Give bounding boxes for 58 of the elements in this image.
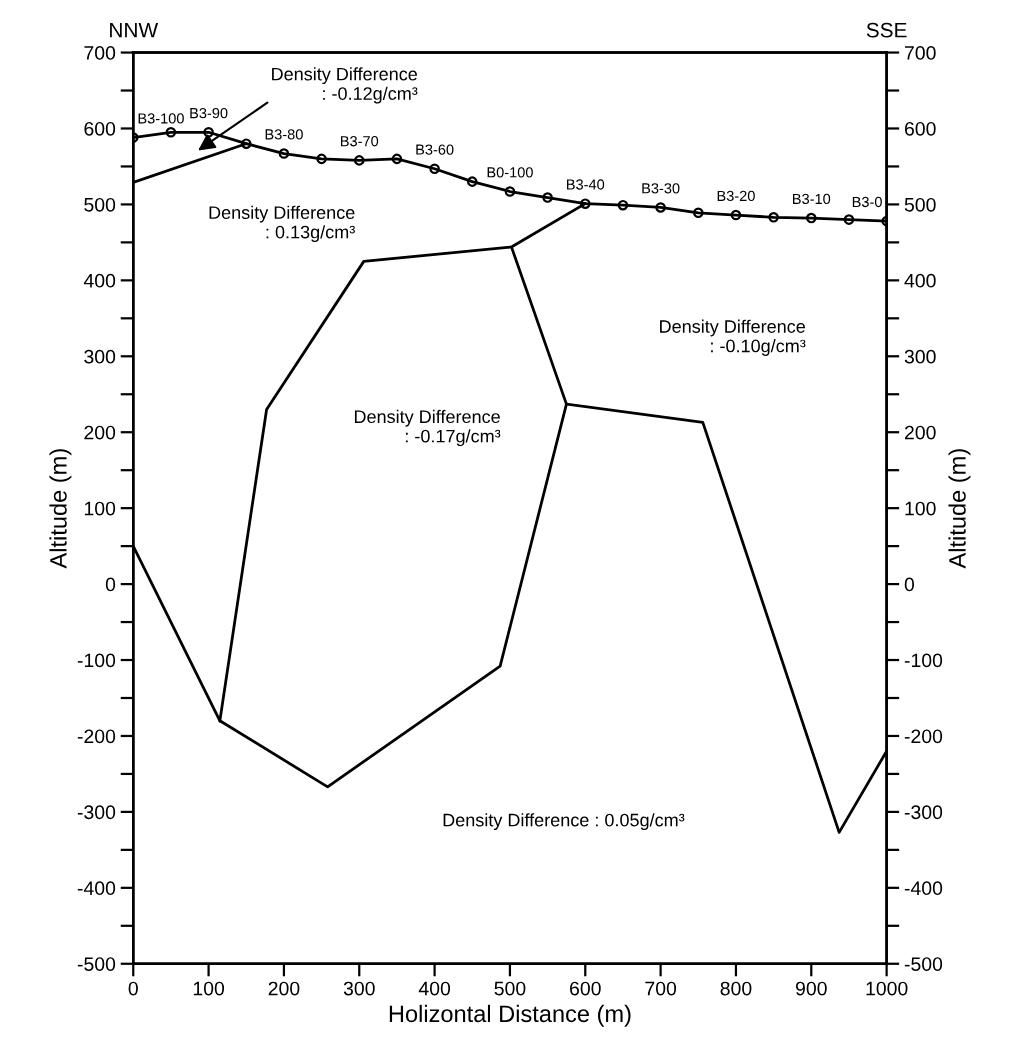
y2-tick-label: 200 xyxy=(904,425,936,440)
x-tick-label: 0 xyxy=(128,981,138,996)
y-tick-label: -100 xyxy=(77,653,116,668)
text: NNW xyxy=(110,22,159,38)
annotation: Density Difference : 0.05g/cm³ xyxy=(443,813,685,831)
annotation: B3-30 xyxy=(642,183,680,194)
annotation: B3-70 xyxy=(341,136,379,147)
y-tick-label: 700 xyxy=(84,46,116,60)
annotation: B3-60 xyxy=(416,144,454,155)
y2-tick-label: 0 xyxy=(904,577,915,592)
annotation: Density Difference : -0.10g/cm³ xyxy=(660,319,806,356)
y2-tick-label: 100 xyxy=(905,501,936,516)
y-axis-title: Altitude (m) xyxy=(49,449,72,569)
annotation: B3-80 xyxy=(265,129,303,140)
annotation: B0-100 xyxy=(487,167,533,178)
y-tick-label: -200 xyxy=(77,729,116,744)
x-tick-label: 500 xyxy=(494,981,526,996)
annotation: B3-0 xyxy=(852,196,882,208)
y-tick-label: 600 xyxy=(84,121,116,136)
y-tick-label: 400 xyxy=(83,273,116,288)
y-tick-label: -400 xyxy=(77,881,116,896)
x-tick-label: 800 xyxy=(720,981,752,996)
y-tick-label: -300 xyxy=(77,805,116,820)
annotation: B3-90 xyxy=(190,107,228,119)
y2-tick-label: 300 xyxy=(904,349,936,364)
y2-tick-label: 500 xyxy=(904,197,936,212)
annotation: B3-10 xyxy=(793,193,831,205)
y-tick-label: 100 xyxy=(84,501,116,516)
annotation: B3-20 xyxy=(717,190,755,202)
y2-axis-title: Altitude (m) xyxy=(948,449,971,569)
x-tick-label: 700 xyxy=(645,981,677,996)
x-tick-label: 900 xyxy=(795,981,827,996)
y-tick-label: 0 xyxy=(105,577,116,592)
x-tick-label: 300 xyxy=(343,981,375,996)
x-tick-label: 100 xyxy=(193,981,225,996)
text: SSE xyxy=(866,22,907,38)
y-tick-label: 300 xyxy=(84,349,116,364)
y2-tick-label: -400 xyxy=(904,881,943,896)
y2-tick-label: 600 xyxy=(904,121,936,136)
annotation: B3-40 xyxy=(567,179,605,190)
x-tick-label: 1000 xyxy=(866,981,908,996)
y2-tick-label: 400 xyxy=(904,273,936,288)
annotation: Density Difference : -0.12g/cm³ xyxy=(272,67,418,104)
x-tick-label: 600 xyxy=(570,981,601,996)
annotation: Density Difference : 0.13g/cm³ xyxy=(209,205,355,242)
y-tick-label: -500 xyxy=(77,957,116,971)
x-axis-title: Holizontal Distance (m) xyxy=(389,1004,631,1027)
annotation: B3-100 xyxy=(138,113,184,124)
y2-tick-label: 700 xyxy=(904,46,936,60)
y2-tick-label: -500 xyxy=(904,957,943,971)
y2-tick-label: -200 xyxy=(904,729,943,744)
y2-tick-label: -100 xyxy=(904,653,943,668)
y2-tick-label: -300 xyxy=(904,805,943,820)
x-tick-label: 400 xyxy=(418,981,451,996)
annotation: Density Difference : -0.17g/cm³ xyxy=(354,409,501,447)
y-tick-label: 200 xyxy=(84,425,116,440)
y-tick-label: 500 xyxy=(84,197,116,212)
x-tick-label: 200 xyxy=(268,981,300,996)
